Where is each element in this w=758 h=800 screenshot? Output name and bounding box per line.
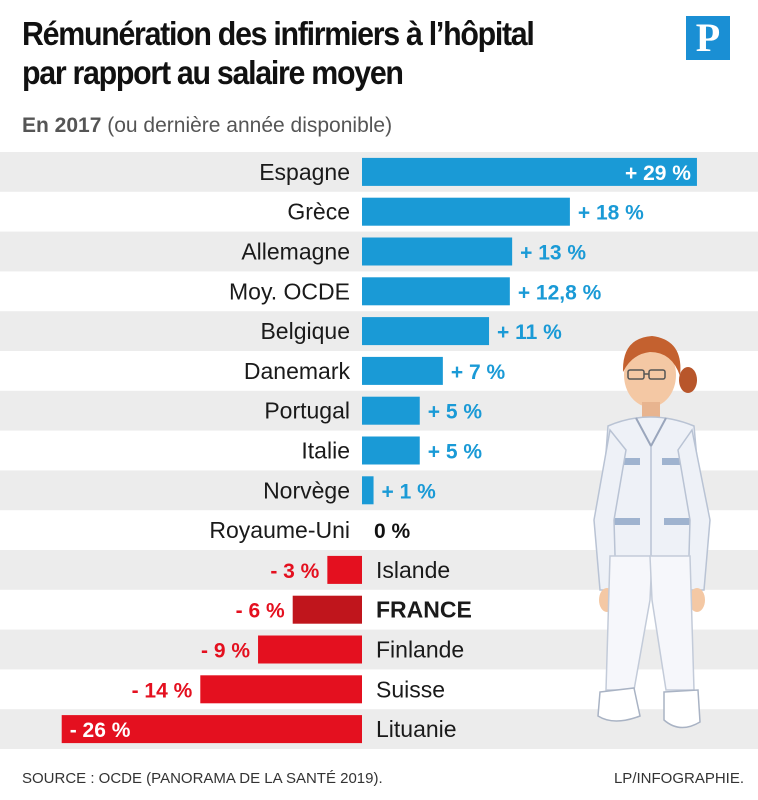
bar-suisse: [200, 675, 362, 704]
value-label-moy-ocde: + 12,8 %: [518, 281, 602, 304]
category-label-suisse: Suisse: [376, 676, 445, 702]
value-label-grece: + 18 %: [578, 202, 644, 225]
bar-danemark: [362, 356, 443, 385]
category-label-allemagne: Allemagne: [241, 239, 350, 265]
bar-finlande: [258, 635, 362, 664]
subtitle-note: (ou dernière année disponible): [101, 114, 393, 137]
category-label-norvege: Norvège: [263, 477, 350, 503]
value-label-italie: + 5 %: [428, 441, 483, 464]
bar-islande: [327, 555, 362, 584]
category-label-lituanie: Lituanie: [376, 716, 457, 742]
labels: Espagne + 29 % Grèce + 18 % Allemagne + 13 % M…: [70, 159, 692, 742]
bar-belgique: [362, 317, 490, 346]
value-label-finlande: - 9 %: [201, 640, 250, 663]
credit-note: LP/INFOGRAPHIE.: [613, 770, 744, 787]
value-label-royaume-uni: 0 %: [374, 520, 411, 543]
value-label-allemagne: + 13 %: [520, 242, 586, 265]
bar-norvege: [362, 476, 374, 505]
category-label-grece: Grèce: [287, 199, 350, 225]
category-label-danemark: Danemark: [244, 358, 351, 384]
category-label-belgique: Belgique: [260, 318, 350, 344]
source-note: SOURCE : OCDE (PANORAMA DE LA SANTÉ 2019…: [22, 770, 383, 787]
category-label-portugal: Portugal: [264, 398, 350, 424]
bar-allemagne: [362, 237, 513, 266]
bars: [61, 157, 697, 744]
bar-france: [292, 595, 362, 624]
value-label-portugal: + 5 %: [428, 401, 483, 424]
chart-title: Rémunération des infirmiers à l’hôpital …: [22, 14, 611, 92]
category-label-finlande: Finlande: [376, 637, 464, 663]
value-label-belgique: + 11 %: [497, 321, 562, 344]
value-label-islande: - 3 %: [270, 560, 319, 583]
category-label-moy-ocde: Moy. OCDE: [229, 278, 350, 304]
bar-lituanie: [61, 715, 362, 744]
category-label-royaume-uni: Royaume-Uni: [209, 517, 350, 543]
nurse-illustration: [593, 336, 711, 729]
value-label-norvege: + 1 %: [382, 480, 437, 503]
bar-portugal: [362, 396, 420, 425]
le-parisien-logo: P: [686, 16, 730, 60]
value-label-suisse: - 14 %: [132, 679, 193, 702]
category-label-islande: Islande: [376, 557, 450, 583]
value-label-lituanie: - 26 %: [70, 719, 131, 742]
value-label-france: - 6 %: [236, 600, 285, 623]
bar-espagne: [362, 157, 697, 186]
category-label-france: FRANCE: [376, 597, 472, 623]
value-label-espagne: + 29 %: [625, 162, 691, 185]
value-label-danemark: + 7 %: [451, 361, 506, 384]
category-label-italie: Italie: [301, 438, 350, 464]
chart-subtitle: En 2017 (ou dernière année disponible): [22, 114, 392, 138]
title-line-1: Rémunération des infirmiers à l’hôpital: [22, 15, 535, 52]
subtitle-year: En 2017: [22, 114, 102, 137]
bar-grece: [362, 197, 570, 226]
bar-moy-ocde: [362, 277, 510, 306]
bar-italie: [362, 436, 420, 465]
title-line-2: par rapport au salaire moyen: [22, 54, 404, 91]
category-label-espagne: Espagne: [259, 159, 350, 185]
